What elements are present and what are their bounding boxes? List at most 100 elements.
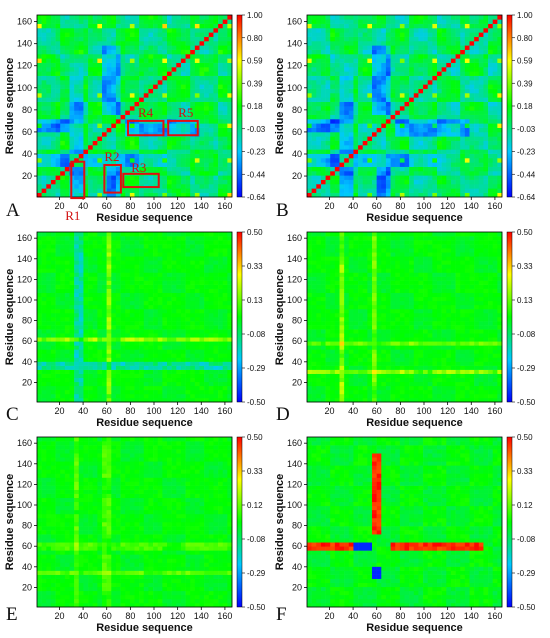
heatmap-cell [102,280,107,285]
heatmap-cell [55,244,61,249]
heatmap-cell [358,101,364,107]
heatmap-cell [180,15,186,20]
heatmap-cell [330,119,336,124]
heatmap-cell [427,49,433,55]
heatmap-cell [199,136,205,141]
heatmap-cell [41,28,47,33]
heatmap-cell [474,93,480,98]
heatmap-cell [129,333,135,338]
heatmap-cell [307,67,312,72]
heatmap-cell [64,110,70,115]
heatmap-cell [311,145,317,150]
heatmap-cell [194,162,200,167]
heatmap-cell [69,341,75,346]
heatmap-cell [129,337,135,342]
heatmap-cell [60,80,66,85]
heatmap-cell [139,292,145,298]
heatmap-cell [78,58,84,63]
heatmap-cell [455,71,461,76]
heatmap-cell [213,136,219,141]
heatmap-cell [78,149,84,154]
heatmap-cell [162,123,168,128]
heatmap-cell [464,158,470,163]
heatmap-cell [497,23,503,29]
heatmap-cell [111,349,117,354]
heatmap-cell [129,80,135,85]
heatmap-cell [46,381,52,387]
heatmap-cell [492,114,498,120]
heatmap-cell [83,97,89,102]
heatmap-cell [455,175,461,180]
heatmap-cell [50,175,56,180]
heatmap-cell [320,80,326,85]
heatmap-cell [55,276,61,281]
heatmap-cell [450,101,456,107]
heatmap-cell [69,369,75,374]
heatmap-cell [162,377,168,383]
heatmap-cell [190,32,196,37]
heatmap-cell [162,23,168,29]
heatmap-cell [50,276,56,281]
region-label-r4: R4 [138,105,154,120]
heatmap-cell [474,175,480,180]
y-tick-label: 120 [287,61,302,71]
heatmap-cell [353,145,359,150]
heatmap-cell [464,62,470,68]
heatmap-cell [83,67,89,72]
heatmap-cell [381,192,387,198]
heatmap-cell [46,36,52,42]
heatmap-cell [78,36,84,42]
heatmap-cell [418,15,424,20]
panel-b: 20 40 60 80 100 120 140 16020406080100120140160… [274,11,536,224]
heatmap-cell [120,67,126,72]
heatmap-cell [162,268,168,273]
heatmap-cell [492,145,498,150]
heatmap-cell [404,110,410,115]
heatmap-cell [432,127,438,133]
heatmap-cell [139,58,145,63]
heatmap-cell [199,84,205,89]
heatmap-cell [464,88,470,94]
heatmap-cell [390,32,396,37]
heatmap-cell [176,175,182,180]
heatmap-cell [69,256,75,261]
heatmap-cell [46,162,52,167]
y-tick-label: 80 [22,105,32,115]
heatmap-cell [358,54,364,59]
heatmap-cell [78,110,84,115]
heatmap-cell [162,248,168,253]
heatmap-cell [106,296,112,302]
heatmap-cell [171,268,177,273]
heatmap-cell [460,45,466,50]
heatmap-cell [148,175,154,180]
heatmap-cell [497,162,503,167]
heatmap-cell [50,106,56,111]
heatmap-cell [88,166,94,172]
heatmap-cell [83,260,89,265]
heatmap-cell [441,36,447,42]
heatmap-cell [492,136,498,141]
heatmap-cell [129,123,135,128]
heatmap-cell [353,127,359,133]
heatmap-cell [88,175,94,180]
heatmap-cell [102,393,107,399]
heatmap-cell [55,361,61,366]
heatmap-cell [325,123,331,128]
heatmap-cell [413,62,419,68]
heatmap-cell [120,268,126,273]
heatmap-cell [208,175,214,180]
heatmap-cell [497,19,503,24]
heatmap-cell [204,114,210,120]
heatmap-cell [102,41,107,46]
heatmap-cell [492,23,498,29]
heatmap-cell [111,49,117,55]
heatmap-cell [311,36,317,42]
heatmap-cell [353,175,359,180]
heatmap-cell [218,149,224,154]
heatmap-cell [120,84,126,89]
heatmap-cell [115,341,121,346]
heatmap-cell [367,15,373,20]
heatmap-cell [167,361,172,366]
heatmap-cell [153,264,159,269]
heatmap-cell [367,41,373,46]
